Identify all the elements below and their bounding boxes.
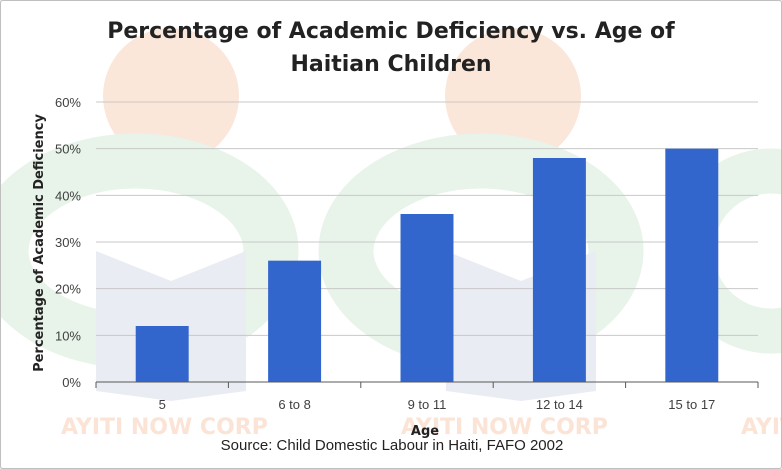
watermark-logo: AYITI NOW CORP AYITI NOW CORP AYIT [1,28,781,440]
x-tick-label: 6 to 8 [278,397,311,412]
source-note: Source: Child Domestic Labour in Haiti, … [220,437,564,454]
y-tick-label: 10% [55,328,81,343]
y-tick-label: 0% [62,375,81,390]
chart-title: Percentage of Academic Deficiency vs. Ag… [107,19,675,77]
y-tick-label: 40% [55,188,81,203]
watermark-sun-left [103,28,239,164]
bar [665,148,719,382]
x-axis-label: Age [411,424,439,439]
watermark-text-left: AYITI NOW CORP [61,415,268,440]
y-tick-label: 60% [55,95,81,110]
x-tick-label: 12 to 14 [536,397,583,412]
y-axis-label: Percentage of Academic Deficiency [32,114,47,372]
bars [135,148,719,382]
x-axis [95,381,759,388]
x-tick-label: 5 [159,397,166,412]
watermark-sun-right [445,28,581,164]
y-tick-labels: 0% 10% 20% 30% 40% 50% 60% [55,95,81,390]
watermark-text-right: AYIT [741,415,781,440]
bar [532,158,586,382]
y-tick-label: 30% [55,235,81,250]
watermark-text-mid: AYITI NOW CORP [401,415,608,440]
bar [135,326,189,382]
x-tick-labels: 5 6 to 8 9 to 11 12 to 14 15 to 17 [159,397,716,412]
x-tick-label: 15 to 17 [668,397,715,412]
bar [400,214,454,382]
y-tick-label: 50% [55,142,81,157]
bar [268,260,322,382]
y-tick-label: 20% [55,282,81,297]
x-tick-label: 9 to 11 [408,397,447,412]
